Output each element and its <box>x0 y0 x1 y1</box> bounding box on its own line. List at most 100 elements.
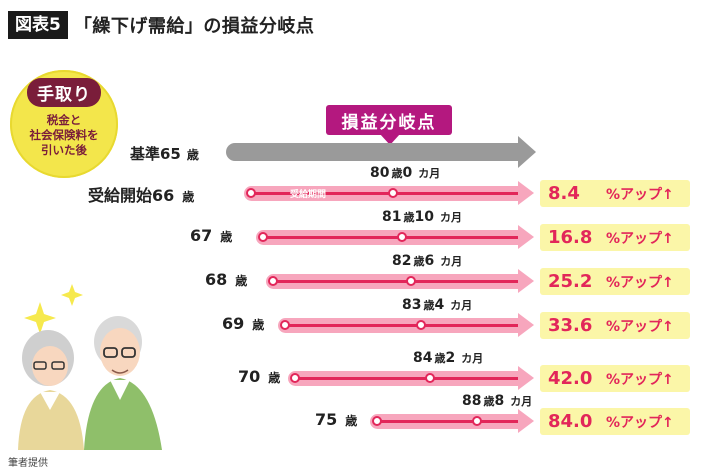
breakeven-years: 82 <box>392 253 412 269</box>
breakeven-age-text: 82 歳6 カ月 <box>392 253 462 269</box>
increase-rate-value: 16.8 <box>548 227 593 248</box>
start-dot <box>268 276 278 286</box>
start-age-sai: 歳 <box>182 190 195 204</box>
breakeven-years: 84 <box>413 350 433 366</box>
increase-rate-suffix: %アップ↑ <box>606 186 674 203</box>
breakeven-dot <box>397 232 407 242</box>
increase-rate: 42.0 %アップ↑ <box>540 365 690 392</box>
increase-rate-value: 33.6 <box>548 315 593 336</box>
increase-rate-suffix: %アップ↑ <box>606 274 674 291</box>
breakeven-months: 0 <box>402 165 413 181</box>
increase-rate-value: 25.2 <box>548 271 593 292</box>
breakeven-unit-months: カ月 <box>450 299 473 312</box>
breakeven-unit-years: 歳 <box>413 255 425 268</box>
breakeven-months: 8 <box>494 393 505 409</box>
breakeven-dot <box>425 373 435 383</box>
increase-rate-value: 84.0 <box>548 411 593 432</box>
start-age-label: 69 歳 <box>222 314 264 333</box>
base-sai: 歳 <box>186 148 199 162</box>
start-dot <box>372 416 382 426</box>
breakeven-unit-months: カ月 <box>510 395 533 408</box>
start-age-label: 受給開始66 歳 <box>88 182 194 206</box>
breakeven-unit-months: カ月 <box>440 255 463 268</box>
source-note: 筆者提供 <box>8 458 48 469</box>
start-age: 69 <box>222 314 245 333</box>
increase-rate: 16.8 %アップ↑ <box>540 224 690 251</box>
breakeven-dot <box>416 320 426 330</box>
start-dot <box>280 320 290 330</box>
start-age-sai: 歳 <box>268 371 281 385</box>
breakeven-age-text: 88 歳8 カ月 <box>462 393 532 409</box>
increase-rate: 8.4 %アップ↑ <box>540 180 690 207</box>
breakeven-callout: 損益分岐点 <box>326 105 452 135</box>
figure-header: 図表5 「繰下げ需給」の損益分岐点 <box>8 10 314 40</box>
increase-rate-suffix: %アップ↑ <box>606 230 674 247</box>
base-age: 基準65 <box>130 145 181 163</box>
start-age-label: 68 歳 <box>205 270 247 289</box>
period-line <box>284 324 520 327</box>
breakeven-unit-years: 歳 <box>403 211 415 224</box>
breakeven-dot <box>388 188 398 198</box>
increase-rate: 33.6 %アップ↑ <box>540 312 690 339</box>
base-bar <box>226 143 522 161</box>
period-arrow-head <box>518 409 534 433</box>
increase-rate-value: 8.4 <box>548 183 580 204</box>
breakeven-unit-years: 歳 <box>483 395 495 408</box>
badge-line: 引いた後 <box>41 143 87 157</box>
start-age-label: 67 歳 <box>190 226 232 245</box>
period-arrow-head <box>518 269 534 293</box>
badge-title: 手取り <box>27 78 101 107</box>
breakeven-months: 2 <box>445 350 456 366</box>
increase-rate-suffix: %アップ↑ <box>606 414 674 431</box>
base-age-label: 基準65 歳 <box>130 143 199 164</box>
start-dot <box>258 232 268 242</box>
breakeven-dot <box>472 416 482 426</box>
start-age-sai: 歳 <box>252 318 265 332</box>
breakeven-months: 10 <box>414 209 434 225</box>
period-arrow-head <box>518 225 534 249</box>
breakeven-dot <box>406 276 416 286</box>
sparkle-icon <box>24 284 83 334</box>
takehome-badge: 手取り 税金と 社会保険料を 引いた後 <box>10 70 118 178</box>
breakeven-unit-years: 歳 <box>391 167 403 180</box>
period-line <box>376 420 520 423</box>
breakeven-months: 6 <box>424 253 435 269</box>
period-bar-label: 受給期間 <box>290 190 327 200</box>
increase-rate: 25.2 %アップ↑ <box>540 268 690 295</box>
period-line <box>294 377 520 380</box>
breakeven-age-text: 81 歳10 カ月 <box>382 209 462 225</box>
breakeven-years: 83 <box>402 297 422 313</box>
start-dot <box>246 188 256 198</box>
badge-line: 社会保険料を <box>29 128 99 142</box>
increase-rate-suffix: %アップ↑ <box>606 318 674 335</box>
breakeven-years: 80 <box>370 165 390 181</box>
breakeven-unit-years: 歳 <box>423 299 435 312</box>
woman-figure <box>18 330 84 450</box>
callout-pointer <box>380 134 400 145</box>
period-line <box>250 192 520 195</box>
start-age: 68 <box>205 270 228 289</box>
start-age-label: 75 歳 <box>315 410 357 429</box>
badge-line: 税金と <box>46 113 82 127</box>
increase-rate-value: 42.0 <box>548 368 593 389</box>
base-arrow-head <box>518 136 536 168</box>
figure-label: 図表5 <box>8 11 68 39</box>
start-age: 受給開始66 <box>88 186 175 205</box>
breakeven-unit-months: カ月 <box>439 211 462 224</box>
start-age-sai: 歳 <box>345 414 358 428</box>
start-age: 70 <box>238 367 261 386</box>
increase-rate-suffix: %アップ↑ <box>606 371 674 388</box>
start-dot <box>290 373 300 383</box>
breakeven-years: 81 <box>382 209 402 225</box>
start-age-sai: 歳 <box>235 274 248 288</box>
breakeven-unit-months: カ月 <box>418 167 441 180</box>
breakeven-unit-years: 歳 <box>434 352 446 365</box>
breakeven-years: 88 <box>462 393 482 409</box>
start-age: 67 <box>190 226 213 245</box>
breakeven-age-text: 83 歳4 カ月 <box>402 297 472 313</box>
start-age: 75 <box>315 410 338 429</box>
increase-rate: 84.0 %アップ↑ <box>540 408 690 435</box>
start-age-sai: 歳 <box>220 230 233 244</box>
start-age-label: 70 歳 <box>238 367 280 386</box>
elderly-couple-illustration <box>18 284 162 450</box>
